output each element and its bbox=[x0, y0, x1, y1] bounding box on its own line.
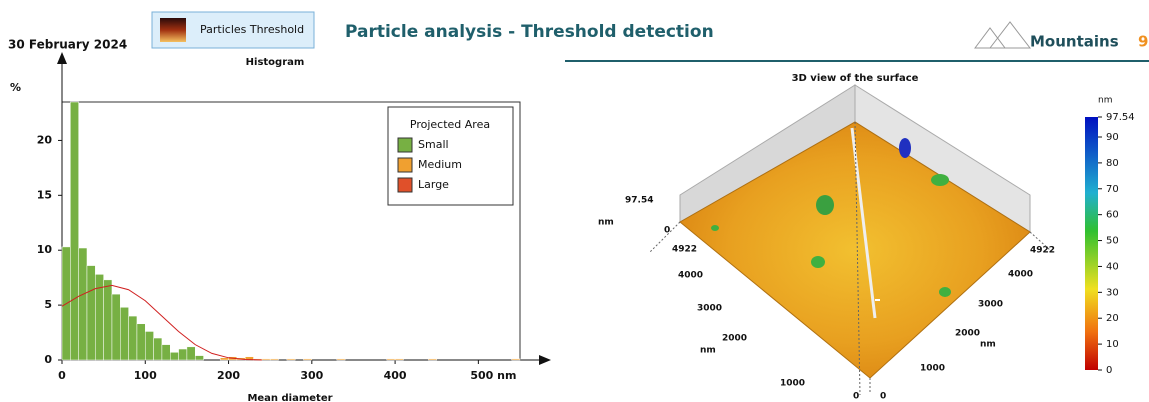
x-tick-label: 500 nm bbox=[470, 369, 516, 382]
x-tick-label: 200 bbox=[217, 369, 240, 382]
surface-peak bbox=[816, 195, 834, 215]
right-axis-label: 2000 bbox=[955, 329, 980, 339]
left-axis-label: 3000 bbox=[697, 304, 722, 314]
z-unit: nm bbox=[598, 218, 614, 228]
colorbar-label: 60 bbox=[1106, 210, 1119, 221]
x-tick-label: 0 bbox=[58, 369, 66, 382]
colorbar bbox=[1085, 117, 1098, 370]
left-axis-label: 0 bbox=[853, 392, 859, 402]
x-tick-label: 400 bbox=[384, 369, 407, 382]
colorbar-label: 80 bbox=[1106, 158, 1119, 169]
bar bbox=[262, 359, 270, 360]
legend-label: Small bbox=[418, 138, 449, 151]
bar bbox=[70, 102, 78, 360]
bar bbox=[154, 338, 162, 360]
bar bbox=[120, 307, 128, 360]
legend-title: Projected Area bbox=[410, 118, 490, 131]
chart-title: Histogram bbox=[246, 57, 305, 68]
surface-peak bbox=[811, 256, 825, 268]
legend-label: Large bbox=[418, 178, 449, 191]
colorbar-unit: nm bbox=[1098, 96, 1112, 106]
legend-label: Medium bbox=[418, 158, 462, 171]
logo-icon bbox=[990, 22, 1030, 48]
bar bbox=[162, 345, 170, 360]
x-arrow bbox=[539, 355, 551, 365]
logo-version: 9 bbox=[1138, 33, 1148, 51]
bar bbox=[137, 324, 145, 360]
bar bbox=[195, 356, 203, 360]
colorbar-label: 20 bbox=[1106, 313, 1119, 324]
y-axis-label: % bbox=[10, 81, 21, 94]
x-tick-label: 300 bbox=[300, 369, 323, 382]
bar bbox=[104, 280, 112, 360]
button-icon bbox=[160, 18, 186, 42]
legend-swatch bbox=[398, 158, 412, 172]
bar bbox=[179, 349, 187, 360]
z-max: 97.54 bbox=[625, 196, 653, 206]
right-axis-label: 1000 bbox=[920, 364, 945, 374]
right-axis-unit: nm bbox=[980, 340, 996, 350]
legend-swatch bbox=[398, 138, 412, 152]
left-axis-unit: nm bbox=[700, 346, 716, 356]
logo-icon bbox=[975, 28, 1005, 48]
y-tick-label: 5 bbox=[44, 298, 52, 311]
bar bbox=[112, 294, 120, 360]
bar bbox=[395, 359, 403, 360]
right-axis-label: 4000 bbox=[1008, 270, 1033, 280]
surface-peak bbox=[939, 287, 951, 297]
x-tick-label: 100 bbox=[134, 369, 157, 382]
x-axis-label: Mean diameter bbox=[247, 393, 332, 402]
surface-peak bbox=[899, 138, 911, 158]
bar bbox=[287, 359, 295, 360]
y-arrow bbox=[57, 52, 67, 64]
view-title: 3D view of the surface bbox=[792, 73, 919, 84]
right-axis-label: 0 bbox=[880, 392, 886, 402]
legend-swatch bbox=[398, 178, 412, 192]
bar bbox=[512, 359, 520, 360]
y-tick-label: 15 bbox=[37, 188, 52, 201]
button-label: Particles Threshold bbox=[200, 23, 304, 36]
left-axis-label: 4000 bbox=[678, 271, 703, 281]
bar bbox=[270, 359, 278, 360]
y-tick-label: 20 bbox=[37, 133, 53, 146]
right-axis-label: 3000 bbox=[978, 300, 1003, 310]
colorbar-label: 10 bbox=[1106, 339, 1119, 350]
colorbar-label: 0 bbox=[1106, 365, 1112, 376]
bar bbox=[129, 316, 137, 360]
right-axis-label: 4922 bbox=[1030, 246, 1055, 256]
surface-peak bbox=[711, 225, 719, 231]
bar bbox=[220, 358, 228, 360]
date: 30 February 2024 bbox=[8, 38, 127, 52]
y-tick-label: 0 bbox=[44, 353, 52, 366]
bar bbox=[87, 266, 95, 360]
colorbar-label: 70 bbox=[1106, 184, 1119, 195]
colorbar-label: 97.54 bbox=[1106, 112, 1135, 123]
bar bbox=[145, 331, 153, 360]
colorbar-label: 90 bbox=[1106, 132, 1119, 143]
bar bbox=[337, 359, 345, 360]
logo: Mountains bbox=[1030, 33, 1119, 51]
bar bbox=[187, 347, 195, 360]
colorbar-label: 30 bbox=[1106, 287, 1119, 298]
bar bbox=[428, 359, 436, 360]
left-axis-label: 1000 bbox=[780, 379, 805, 389]
bar bbox=[303, 359, 311, 360]
report: 30 February 2024 Particles Threshold Par… bbox=[0, 0, 1149, 402]
bar bbox=[79, 248, 87, 360]
left-axis-label: 2000 bbox=[722, 334, 747, 344]
bar bbox=[387, 359, 395, 360]
y-tick-label: 10 bbox=[37, 243, 53, 256]
left-axis-label: 4922 bbox=[672, 245, 697, 255]
z-min: 0 bbox=[664, 226, 670, 236]
page-title: Particle analysis - Threshold detection bbox=[345, 22, 714, 42]
surface-peak bbox=[931, 174, 949, 186]
bar bbox=[170, 352, 178, 360]
colorbar-label: 50 bbox=[1106, 236, 1119, 247]
colorbar-label: 40 bbox=[1106, 261, 1119, 272]
